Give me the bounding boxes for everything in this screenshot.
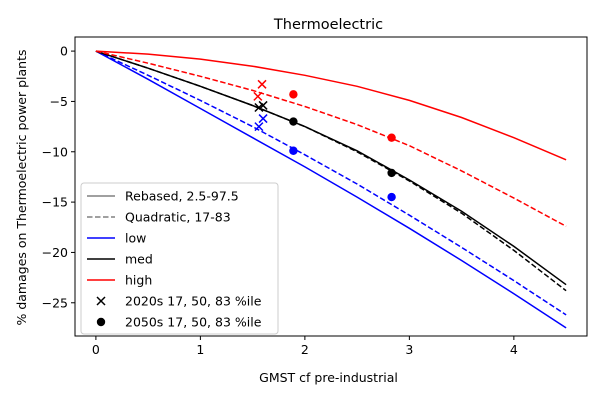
plot-area [95,50,567,329]
marker-2020s [253,91,263,101]
x-tick-label: 1 [196,342,204,357]
legend-label: Quadratic, 17-83 [125,210,231,225]
axis-ticks: 0 1 2 3 4 0 −5 −10 −15 −20 −25 [42,44,518,357]
y-tick-label: −10 [42,144,68,159]
series-line-high-rebased [95,50,567,161]
y-tick-label: −5 [50,94,68,109]
x-tick-label: 2 [301,342,309,357]
series-line-high-quadratic [95,50,567,227]
legend-label: 2050s 17, 50, 83 %ile [125,315,262,330]
series-line-med-quadratic [95,50,567,292]
legend-label: 2020s 17, 50, 83 %ile [125,294,262,309]
plot-frame [74,36,588,337]
legend: Rebased, 2.5-97.5 Quadratic, 17-83 low med h… [80,182,279,335]
legend-item: med [87,252,153,267]
marker-2020s [257,79,267,89]
legend-label: high [125,273,152,288]
marker-2050s [289,90,298,99]
marker-2020s [258,100,268,110]
legend-label: med [125,252,153,267]
series-line-low-rebased [95,50,567,329]
y-tick-label: −25 [42,295,68,310]
legend-item: Rebased, 2.5-97.5 [87,189,239,204]
x-tick-label: 4 [510,342,518,357]
marker-2050s [289,117,298,126]
x-tick-label: 3 [405,342,413,357]
legend-item: Quadratic, 17-83 [87,210,231,225]
y-tick-label: 0 [60,44,68,59]
legend-item: 2050s 17, 50, 83 %ile [96,315,262,330]
marker-2020s [254,122,264,132]
x-tick-label: 0 [92,342,100,357]
marker-2050s [387,192,396,202]
marker-2050s [289,146,298,155]
x-axis-label: GMST cf pre-industrial [259,370,398,385]
legend-label: Rebased, 2.5-97.5 [125,189,239,204]
marker-2050s [387,168,396,178]
y-tick-label: −15 [42,195,68,210]
legend-item: high [87,273,152,288]
y-tick-label: −20 [42,245,68,260]
marker-2020s [258,114,268,124]
legend-swatch [96,317,106,327]
legend-item: low [87,231,146,246]
chart-title: Thermoelectric [273,17,383,33]
legend-box [80,182,279,335]
y-axis-label: % damages on Thermoelectric power plants [14,49,29,325]
legend-label: low [125,231,146,246]
legend-item: 2020s 17, 50, 83 %ile [96,294,262,309]
legend-swatch [96,296,106,306]
marker-2050s [387,133,396,142]
